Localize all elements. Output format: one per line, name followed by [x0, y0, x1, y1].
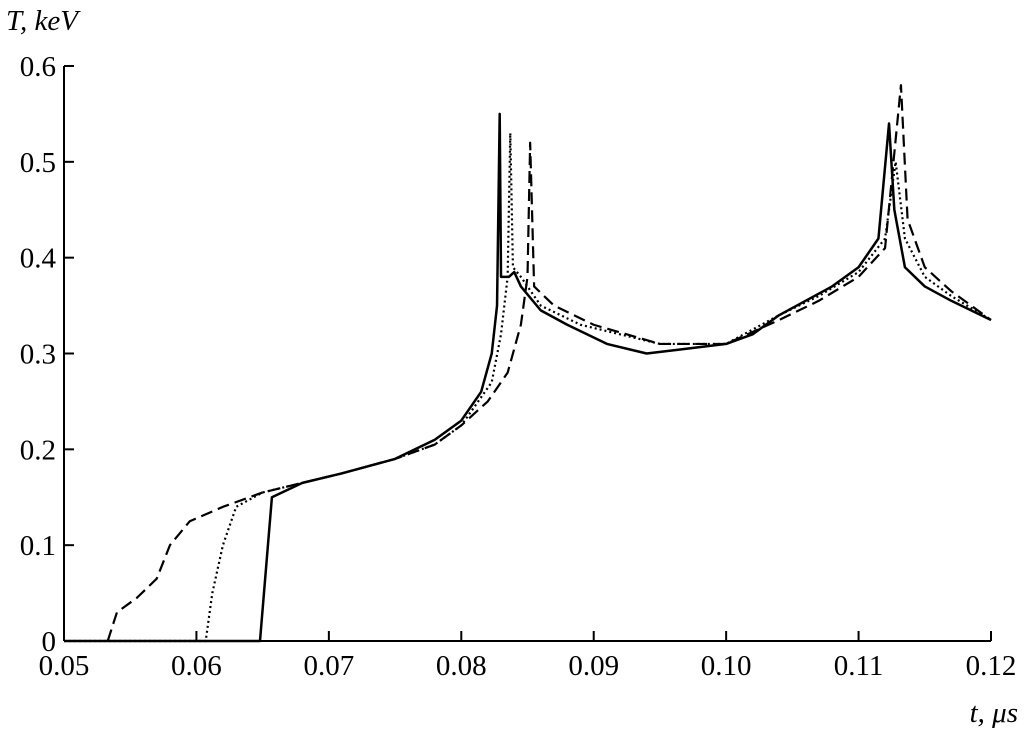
- y-tick-label: 0.2: [20, 434, 56, 466]
- x-tick-label: 0.10: [701, 650, 752, 682]
- x-tick-label: 0.12: [966, 650, 1017, 682]
- x-tick-label: 0.06: [171, 650, 222, 682]
- x-tick-label: 0.07: [303, 650, 354, 682]
- x-tick-label: 0.05: [39, 650, 90, 682]
- series-line: [106, 84, 992, 642]
- x-tick-label: 0.08: [436, 650, 487, 682]
- x-axis-label: t, μs: [970, 697, 1018, 729]
- y-tick-label: 0.4: [20, 243, 57, 275]
- x-tick-label: 0.09: [568, 650, 619, 682]
- y-tick-label: 0.5: [20, 147, 56, 179]
- y-tick-label: 0.3: [20, 339, 56, 371]
- y-tick-label: 0.1: [20, 530, 56, 562]
- y-tick-label: 0.6: [20, 51, 56, 83]
- series-line: [64, 112, 992, 643]
- series-line: [64, 131, 992, 643]
- x-tick-label: 0.11: [834, 650, 884, 682]
- y-tick-label: 0: [42, 626, 57, 658]
- y-axis-label: T, keV: [6, 5, 81, 37]
